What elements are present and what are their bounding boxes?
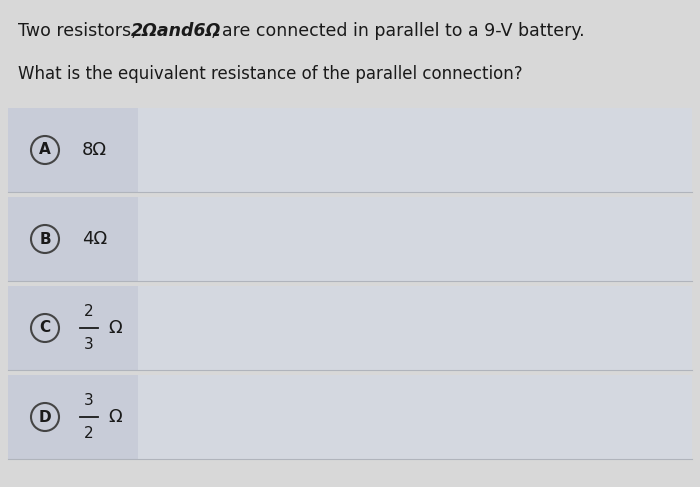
Text: 2: 2 <box>84 426 94 441</box>
Text: C: C <box>39 320 50 336</box>
FancyBboxPatch shape <box>8 375 138 459</box>
Text: B: B <box>39 231 51 246</box>
Text: 3: 3 <box>84 393 94 408</box>
FancyBboxPatch shape <box>138 286 692 370</box>
Text: A: A <box>39 143 51 157</box>
Text: Ω: Ω <box>108 408 122 426</box>
FancyBboxPatch shape <box>8 108 138 192</box>
FancyBboxPatch shape <box>8 286 138 370</box>
Text: D: D <box>38 410 51 425</box>
Text: 2Ωand6Ω: 2Ωand6Ω <box>131 22 221 40</box>
FancyBboxPatch shape <box>8 197 138 281</box>
Text: , are connected in parallel to a 9-V battery.: , are connected in parallel to a 9-V bat… <box>211 22 584 40</box>
Text: Ω: Ω <box>108 319 122 337</box>
FancyBboxPatch shape <box>138 375 692 459</box>
Text: 8Ω: 8Ω <box>82 141 107 159</box>
FancyBboxPatch shape <box>138 197 692 281</box>
Text: Two resistors,: Two resistors, <box>18 22 142 40</box>
Text: What is the equivalent resistance of the parallel connection?: What is the equivalent resistance of the… <box>18 65 523 83</box>
Text: 2: 2 <box>84 304 94 319</box>
Text: 3: 3 <box>84 337 94 352</box>
Text: 4Ω: 4Ω <box>82 230 107 248</box>
FancyBboxPatch shape <box>138 108 692 192</box>
